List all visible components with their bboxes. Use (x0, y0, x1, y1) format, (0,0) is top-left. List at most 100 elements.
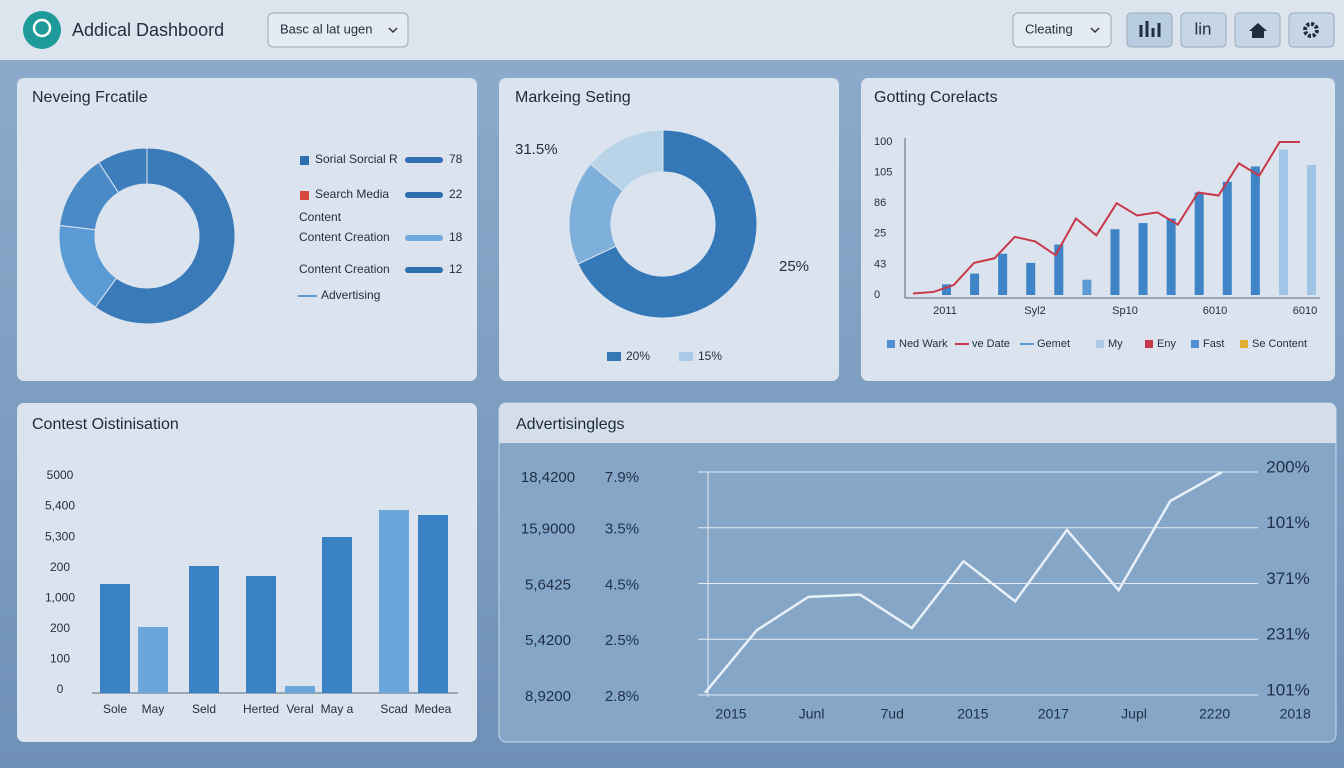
panel (17, 403, 477, 742)
bar (1166, 218, 1176, 295)
app-title: Addical Dashboord (72, 20, 224, 40)
legend-marker (887, 340, 895, 348)
logo-mark (32, 18, 52, 38)
legend-marker (1240, 340, 1248, 348)
mid-label: 2.5% (605, 632, 639, 649)
y-tick-label: 105 (874, 167, 892, 179)
bar (1194, 192, 1204, 295)
y-tick-label: 0 (57, 682, 64, 696)
annotation: 25% (779, 258, 809, 275)
panel-title: Contest Oistinisation (32, 416, 179, 433)
legend-label: Eny (1157, 338, 1176, 350)
left-label: 5,4200 (525, 632, 571, 649)
legend-label: 15% (698, 349, 722, 363)
chevron (388, 27, 398, 34)
legend-bar (405, 192, 443, 198)
legend-marker (300, 156, 309, 165)
chart-button[interactable] (1126, 12, 1173, 48)
legend-label: Sorial Sorcial R (315, 152, 398, 166)
button-label[interactable]: lin (1194, 19, 1211, 38)
bar (1222, 181, 1232, 295)
y-tick-label: 5,400 (45, 499, 75, 513)
x-tick-label: 2015 (715, 706, 746, 722)
legend-label: Content (299, 210, 342, 224)
legend-value: 12 (449, 262, 463, 276)
legend-value: 18 (449, 230, 463, 244)
line (912, 141, 1300, 295)
mid-label: 2.8% (605, 688, 639, 705)
bar (379, 509, 409, 693)
dropdown-label[interactable]: Basc al lat ugen (280, 21, 373, 36)
menu[interactable] (1012, 12, 1112, 48)
left-label: 8,9200 (525, 688, 571, 705)
donut-slice (589, 129, 664, 192)
bar (322, 536, 352, 693)
right-label: 231% (1266, 625, 1309, 644)
dropdown[interactable] (267, 12, 409, 48)
legend-label: ve Date (972, 338, 1010, 350)
y-tick-label: 0 (874, 289, 880, 301)
bar (285, 686, 315, 693)
bar (1026, 262, 1036, 295)
legend-value: 78 (449, 152, 463, 166)
button[interactable] (1180, 12, 1227, 48)
mid-label: 7.9% (605, 469, 639, 486)
panel-header (499, 403, 1336, 443)
bar (1082, 279, 1092, 295)
bar (942, 284, 951, 295)
legend-label: Content Creation (299, 230, 390, 244)
x-tick-label: Sp10 (1112, 305, 1138, 317)
y-tick-label: 100 (874, 136, 892, 148)
legend-label: Se Content (1252, 338, 1307, 350)
x-tick-label: Sole (103, 702, 127, 716)
right-label: 101% (1266, 513, 1309, 532)
bar (246, 575, 276, 693)
mid-label: 3.5% (605, 521, 639, 538)
x-tick-label: Syl2 (1024, 305, 1045, 317)
right-label: 371% (1266, 569, 1309, 588)
donut-slice (98, 147, 148, 194)
legend-marker (1145, 340, 1153, 348)
y-tick-label: 100 (50, 652, 70, 666)
legend-marker (1191, 340, 1199, 348)
home-icon (1249, 23, 1267, 38)
y-tick-label: 5,300 (45, 529, 75, 543)
x-tick-label: Junl (799, 706, 825, 722)
legend-bar (405, 235, 443, 241)
x-tick-label: 6010 (1203, 305, 1227, 317)
line (704, 470, 1223, 694)
bar (100, 583, 130, 693)
legend-label: Search Media (315, 187, 389, 201)
legend-label: Advertising (321, 288, 380, 302)
legend-bar (405, 267, 443, 273)
y-tick-label: 1,000 (45, 590, 75, 604)
x-tick-label: Jupl (1121, 706, 1147, 722)
legend-value: 22 (449, 187, 463, 201)
legend-label: Content Creation (299, 262, 390, 276)
legend-label: Fast (1203, 338, 1224, 350)
x-tick-label: May (142, 702, 165, 716)
menu-label[interactable]: Cleating (1025, 21, 1073, 36)
legend-label: My (1108, 338, 1123, 350)
logo (23, 11, 61, 49)
settings-button[interactable] (1288, 12, 1335, 48)
bar (1110, 229, 1120, 295)
x-tick-label: 7ud (881, 706, 904, 722)
x-tick-label: Herted (243, 702, 279, 716)
bar (1278, 149, 1288, 295)
x-tick-label: Veral (286, 702, 313, 716)
x-tick-label: 2017 (1038, 706, 1069, 722)
settings-icon (1303, 22, 1319, 38)
bar (1054, 244, 1064, 295)
left-label: 5,6425 (525, 576, 571, 593)
x-tick-label: 2015 (957, 706, 988, 722)
legend-label: 20% (626, 349, 650, 363)
legend-marker (679, 352, 693, 361)
bar (189, 566, 219, 693)
panel (499, 78, 839, 381)
mid-label: 4.5% (605, 576, 639, 593)
right-label: 101% (1266, 680, 1309, 699)
x-tick-label: Scad (380, 702, 407, 716)
bar (1250, 166, 1260, 295)
